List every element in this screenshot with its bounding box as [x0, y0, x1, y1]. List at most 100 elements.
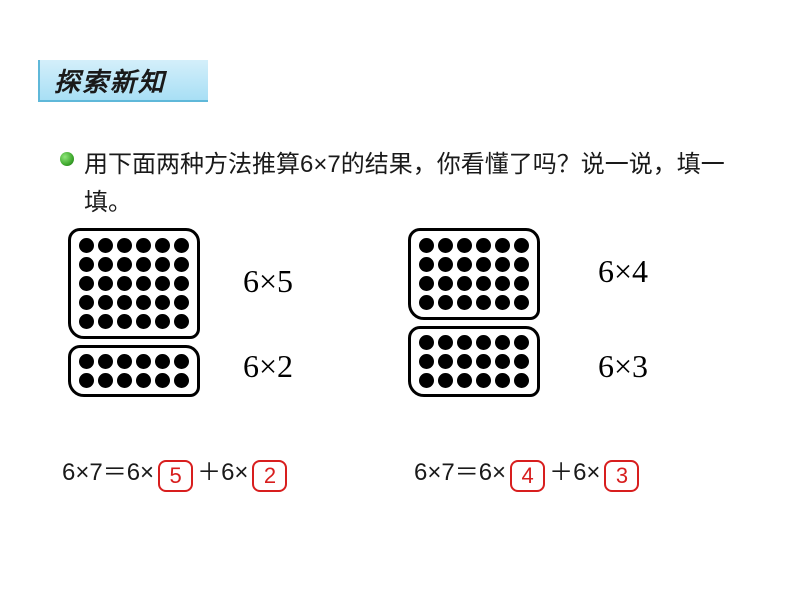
dot — [117, 295, 132, 310]
section-header: 探索新知 — [38, 60, 208, 102]
dot — [174, 257, 189, 272]
dot — [457, 295, 472, 310]
dot — [79, 295, 94, 310]
figure-right: 6×4 6×3 — [408, 228, 540, 397]
dots-grid-left-bottom — [79, 354, 189, 388]
dot — [136, 354, 151, 369]
dot — [514, 276, 529, 291]
dot — [438, 354, 453, 369]
dot — [495, 276, 510, 291]
dot — [419, 257, 434, 272]
dot — [174, 238, 189, 253]
question-text: 用下面两种方法推算6×7的结果，你看懂了吗？说一说，填一填。 — [84, 146, 734, 223]
dot — [457, 373, 472, 388]
eq-left-mid: ＋6× — [197, 452, 248, 487]
dot — [79, 314, 94, 329]
eq-right-blank1: 4 — [510, 460, 545, 492]
hand-label-left-top: 6×5 — [243, 263, 293, 300]
hand-label-right-bottom: 6×3 — [598, 348, 648, 385]
dot — [514, 354, 529, 369]
dot — [476, 238, 491, 253]
dot — [476, 257, 491, 272]
dot — [419, 276, 434, 291]
dot-box-left-top — [68, 228, 200, 339]
dot — [419, 238, 434, 253]
eq-right-blank2: 3 — [604, 460, 639, 492]
dot — [457, 238, 472, 253]
dot — [495, 335, 510, 350]
dot — [117, 314, 132, 329]
eq-left-blank1: 5 — [158, 460, 193, 492]
dot — [476, 295, 491, 310]
dot — [495, 354, 510, 369]
dot — [98, 276, 113, 291]
bullet-icon — [60, 152, 74, 166]
dot — [117, 238, 132, 253]
eq-right-prefix: 6×7＝6× — [414, 452, 506, 487]
section-header-title: 探索新知 — [54, 62, 166, 99]
dot — [79, 257, 94, 272]
dot — [514, 335, 529, 350]
dot — [457, 276, 472, 291]
dot — [155, 276, 170, 291]
dot — [476, 335, 491, 350]
figure-left: 6×5 6×2 — [68, 228, 200, 397]
dot-box-right-bottom — [408, 326, 540, 397]
dot — [136, 373, 151, 388]
hand-label-right-top: 6×4 — [598, 253, 648, 290]
dot — [79, 276, 94, 291]
dot — [79, 373, 94, 388]
dot — [117, 354, 132, 369]
dot — [79, 238, 94, 253]
dot — [514, 295, 529, 310]
dots-grid-right-bottom — [419, 335, 529, 388]
dot — [476, 354, 491, 369]
dot — [174, 314, 189, 329]
dot — [495, 295, 510, 310]
dots-grid-left-top — [79, 238, 189, 329]
dot — [98, 257, 113, 272]
dot — [419, 373, 434, 388]
dot — [438, 373, 453, 388]
dot — [155, 354, 170, 369]
dot — [136, 257, 151, 272]
dot — [495, 238, 510, 253]
dot — [98, 238, 113, 253]
dot — [457, 354, 472, 369]
dot — [476, 373, 491, 388]
dot — [155, 295, 170, 310]
dot — [117, 276, 132, 291]
dot — [457, 257, 472, 272]
dot — [136, 238, 151, 253]
dot — [438, 276, 453, 291]
dot — [155, 314, 170, 329]
dot — [514, 257, 529, 272]
dot — [155, 238, 170, 253]
dot — [174, 373, 189, 388]
eq-left-prefix: 6×7＝6× — [62, 452, 154, 487]
dot — [514, 238, 529, 253]
dot-box-left-bottom — [68, 345, 200, 397]
dots-grid-right-top — [419, 238, 529, 310]
eq-left-blank2: 2 — [252, 460, 287, 492]
dot — [98, 354, 113, 369]
equation-left: 6×7＝6× 5 ＋6× 2 — [62, 452, 291, 487]
dot — [117, 257, 132, 272]
dot-box-right-top — [408, 228, 540, 320]
dot — [438, 295, 453, 310]
dot — [174, 276, 189, 291]
hand-label-left-bottom: 6×2 — [243, 348, 293, 385]
dot — [495, 373, 510, 388]
dot — [155, 373, 170, 388]
dot — [136, 314, 151, 329]
dot — [136, 295, 151, 310]
dot — [419, 354, 434, 369]
dot — [419, 295, 434, 310]
dot — [419, 335, 434, 350]
dot — [514, 373, 529, 388]
equation-right: 6×7＝6× 4 ＋6× 3 — [414, 452, 643, 487]
dot — [438, 257, 453, 272]
dot — [117, 373, 132, 388]
dot — [136, 276, 151, 291]
dot — [79, 354, 94, 369]
